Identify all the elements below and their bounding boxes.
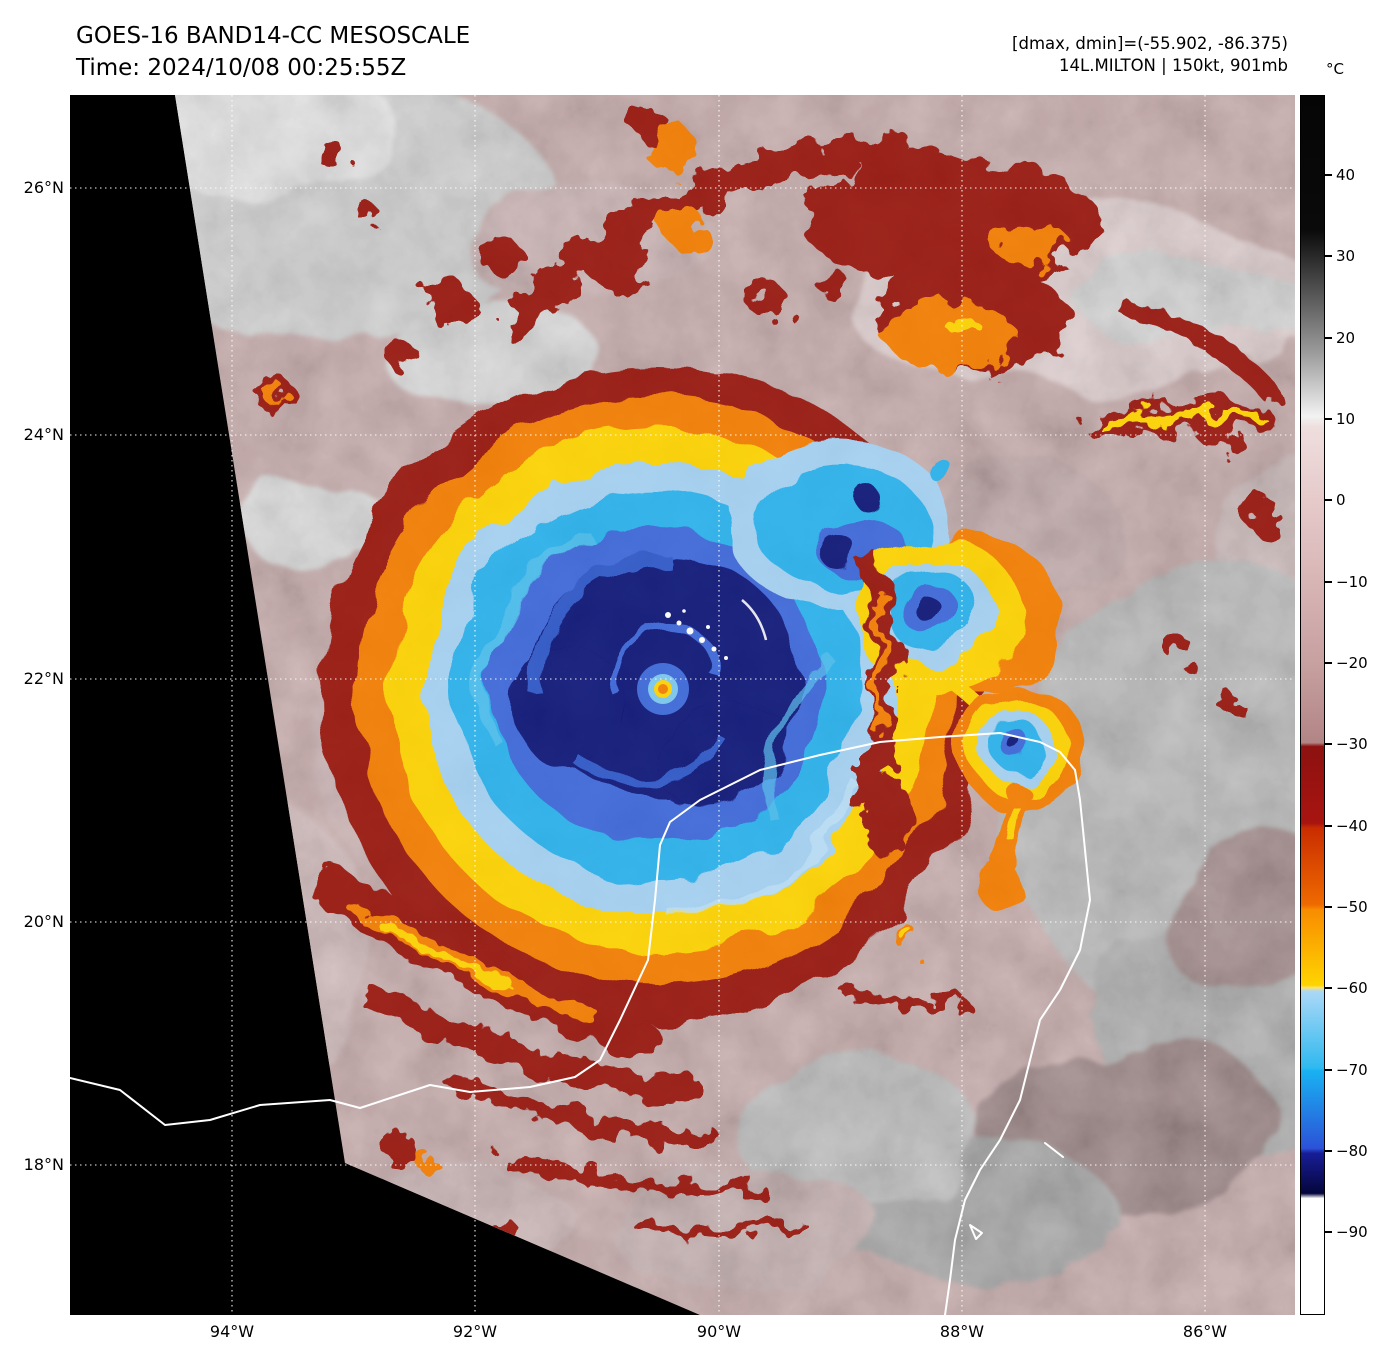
- colorbar-tick-label: −90: [1336, 1223, 1368, 1241]
- page-title: GOES-16 BAND14-CC MESOSCALE: [76, 23, 471, 49]
- colorbar-tick-label: −20: [1336, 654, 1368, 672]
- colorbar-tickmark: [1325, 987, 1332, 989]
- lat-label: 20°N: [23, 912, 64, 931]
- colorbar-tickmark: [1325, 499, 1332, 501]
- colorbar-tickmark: [1325, 337, 1332, 339]
- colorbar-tick-label: −70: [1336, 1061, 1368, 1079]
- lat-label: 18°N: [23, 1155, 64, 1174]
- lon-label: 94°W: [209, 1322, 255, 1341]
- colorbar-tickmark: [1325, 743, 1332, 745]
- satellite-map: Copyright © 2020-2024 Dapiya: [70, 95, 1295, 1315]
- colorbar-tick-label: 0: [1336, 491, 1346, 509]
- lat-label: 22°N: [23, 669, 64, 688]
- colorbar-tick-label: −30: [1336, 735, 1368, 753]
- coastline: [70, 732, 1091, 1315]
- colorbar-tickmark: [1325, 1069, 1332, 1071]
- lon-label: 86°W: [1182, 1322, 1228, 1341]
- colorbar-unit-label: °C: [1326, 60, 1344, 78]
- colorbar-tickmark: [1325, 906, 1332, 908]
- colorbar-tick-label: −40: [1336, 817, 1368, 835]
- colorbar-tickmark: [1325, 1231, 1332, 1233]
- colorbar-tick-label: 40: [1336, 166, 1356, 184]
- colorbar-tickmark: [1325, 255, 1332, 257]
- annotation-block: [dmax, dmin]=(-55.902, -86.375) 14L.MILT…: [1012, 33, 1288, 77]
- colorbar-tick-label: −50: [1336, 898, 1368, 916]
- lon-label: 88°W: [939, 1322, 985, 1341]
- colorbar-tickmark: [1325, 1150, 1332, 1152]
- lat-label: 26°N: [23, 178, 64, 197]
- storm-info-annotation: 14L.MILTON | 150kt, 901mb: [1059, 56, 1288, 75]
- colorbar-tick-label: −10: [1336, 573, 1368, 591]
- colorbar-tickmark: [1325, 662, 1332, 664]
- satellite-imagery: [70, 95, 1295, 1315]
- dmax-dmin-annotation: [dmax, dmin]=(-55.902, -86.375): [1012, 34, 1288, 53]
- lon-label: 90°W: [696, 1322, 742, 1341]
- colorbar-tick-label: −80: [1336, 1142, 1368, 1160]
- temperature-colorbar: [1300, 95, 1325, 1315]
- lon-label: 92°W: [452, 1322, 498, 1341]
- colorbar-tickmark: [1325, 825, 1332, 827]
- colorbar-tick-label: 30: [1336, 247, 1356, 265]
- colorbar-tick-label: 10: [1336, 410, 1356, 428]
- colorbar-tick-label: −60: [1336, 979, 1368, 997]
- colorbar-tickmark: [1325, 418, 1332, 420]
- colorbar-tickmark: [1325, 581, 1332, 583]
- lat-label: 24°N: [23, 425, 64, 444]
- colorbar-tick-label: 20: [1336, 329, 1356, 347]
- colorbar-tickmark: [1325, 174, 1332, 176]
- graticule: [70, 95, 1295, 1315]
- timestamp: Time: 2024/10/08 00:25:55Z: [76, 55, 407, 81]
